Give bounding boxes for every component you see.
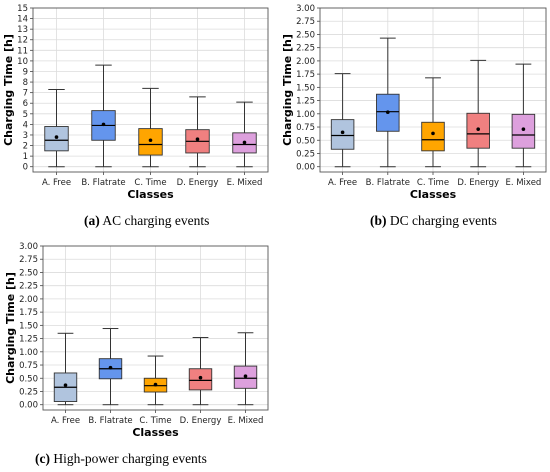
box-1 xyxy=(330,119,355,150)
chart-b-svg: 0.00 0.25 0.50 0.75 1.00 1.25 1.50 1.75 2.00 2.25… xyxy=(281,4,547,201)
y-tick-label: 7 xyxy=(23,89,28,99)
y-tick-label: 1 xyxy=(23,152,28,162)
y-tick-label: 1.75 xyxy=(19,308,38,318)
box-mean-marker xyxy=(195,137,200,141)
box-mean-marker xyxy=(431,131,435,136)
x-tick-label: C. Time xyxy=(417,178,449,188)
x-tick-label: D. Energy xyxy=(457,178,499,188)
x-tick-label: C. Time xyxy=(134,178,166,188)
y-tick-label: 2.50 xyxy=(19,268,38,278)
caption-b-label: (b) xyxy=(370,213,387,228)
y-tick-label: 12 xyxy=(17,36,28,46)
box-mean-marker xyxy=(153,382,158,387)
y-tick-label: 5 xyxy=(23,110,28,120)
y-tick-label: 0.25 xyxy=(19,387,38,397)
box-mean-marker xyxy=(340,130,345,135)
y-tick-label: 11 xyxy=(17,46,28,56)
x-tick-label: E. Mixed xyxy=(227,178,263,188)
box-mean-marker xyxy=(242,140,247,145)
box-mean-marker xyxy=(101,122,106,127)
box-3 xyxy=(421,121,445,152)
x-tick-label: D. Energy xyxy=(177,178,219,188)
y-tick-label: 15 xyxy=(17,4,28,14)
x-tick-label: A. Free xyxy=(328,178,357,188)
y-tick-label: 1.75 xyxy=(296,70,315,80)
y-tick-label: 2.25 xyxy=(296,44,315,54)
y-tick-label: 1.00 xyxy=(19,348,38,358)
caption-b-text: DC charging events xyxy=(389,213,497,228)
y-axis-title: Charging Time [h] xyxy=(2,34,15,146)
y-tick-label: 1.25 xyxy=(19,335,38,345)
y-tick-label: 0.25 xyxy=(296,149,315,159)
y-tick-label: 6 xyxy=(23,99,28,109)
box-mean-marker xyxy=(243,374,248,378)
y-tick-label: 3 xyxy=(23,131,28,141)
y-tick-label: 3.00 xyxy=(296,4,315,14)
box-5 xyxy=(511,113,536,149)
y-tick-label: 2.00 xyxy=(296,57,315,67)
plot-frame xyxy=(32,7,269,173)
y-tick-label: 1.50 xyxy=(296,83,315,93)
y-tick-label: 0.50 xyxy=(296,136,315,146)
y-tick-label: 4 xyxy=(23,120,28,130)
box-mean-marker xyxy=(198,375,203,380)
plot-frame xyxy=(319,7,547,173)
caption-a-label: (a) xyxy=(84,213,100,228)
y-tick-label: 2 xyxy=(23,142,28,152)
y-tick-label: 2.25 xyxy=(19,282,38,292)
y-tick-label: 2.75 xyxy=(19,255,38,265)
x-tick-label: E. Mixed xyxy=(505,178,541,188)
caption-b: (b) DC charging events xyxy=(370,213,497,229)
x-tick-label: E. Mixed xyxy=(228,416,264,426)
x-axis-title: Classes xyxy=(132,426,179,439)
y-tick-label: 14 xyxy=(17,15,28,25)
y-tick-label: 0 xyxy=(23,163,28,173)
box-mean-marker xyxy=(63,383,68,387)
chart-panel-a: 0 1 2 3 4 5 6 7 8 9 10 11 12 13 14 15 A. Free B. Flatrate… xyxy=(0,0,275,205)
x-tick-label: A. Free xyxy=(51,416,80,426)
y-tick-label: 0.00 xyxy=(19,401,38,411)
caption-c-label: (c) xyxy=(35,451,50,466)
box-mean-marker xyxy=(386,110,390,115)
x-tick-label: B. Flatrate xyxy=(366,178,410,188)
box-mean-marker xyxy=(54,135,59,139)
y-tick-label: 13 xyxy=(17,25,28,35)
caption-c-text: High-power charging events xyxy=(53,451,207,466)
box-mean-marker xyxy=(108,365,113,370)
y-tick-label: 3.00 xyxy=(19,242,38,252)
caption-c: (c) High-power charging events xyxy=(35,451,207,467)
x-tick-label: B. Flatrate xyxy=(81,178,125,188)
y-tick-label: 1.00 xyxy=(296,110,315,120)
y-tick-label: 2.00 xyxy=(19,295,38,305)
x-axis-title: Classes xyxy=(410,188,457,201)
y-axis-title: Charging Time [h] xyxy=(4,272,17,384)
y-tick-label: 0.75 xyxy=(296,123,315,133)
caption-a: (a) AC charging events xyxy=(84,213,209,229)
y-tick-label: 10 xyxy=(17,57,28,67)
y-tick-label: 1.25 xyxy=(296,97,315,107)
y-tick-label: 2.50 xyxy=(296,30,315,40)
y-tick-label: 0.50 xyxy=(19,374,38,384)
box-mean-marker xyxy=(521,127,526,131)
box-mean-marker xyxy=(476,127,480,131)
x-tick-label: C. Time xyxy=(139,416,171,426)
box-mean-marker xyxy=(148,138,153,143)
chart-c-svg: 0.00 0.25 0.50 0.75 1.00 1.25 1.50 1.75 2.00 2.25… xyxy=(4,242,269,439)
y-axis-title: Charging Time [h] xyxy=(281,34,294,146)
x-tick-label: D. Energy xyxy=(180,416,222,426)
y-tick-label: 0.75 xyxy=(19,361,38,371)
y-tick-label: 0.00 xyxy=(296,163,315,173)
x-axis-title: Classes xyxy=(127,188,174,201)
y-tick-label: 8 xyxy=(23,78,28,88)
plot-frame xyxy=(42,245,269,411)
y-tick-label: 9 xyxy=(23,67,28,77)
x-tick-label: B. Flatrate xyxy=(88,416,132,426)
chart-panel-c: 0.00 0.25 0.50 0.75 1.00 1.25 1.50 1.75 2.00 2.25… xyxy=(0,238,275,443)
y-tick-label: 2.75 xyxy=(296,17,315,27)
y-tick-label: 1.50 xyxy=(19,321,38,331)
x-tick-label: A. Free xyxy=(42,178,71,188)
chart-panel-b: 0.00 0.25 0.50 0.75 1.00 1.25 1.50 1.75 2.00 2.25… xyxy=(277,0,550,205)
caption-a-text: AC charging events xyxy=(102,213,210,228)
